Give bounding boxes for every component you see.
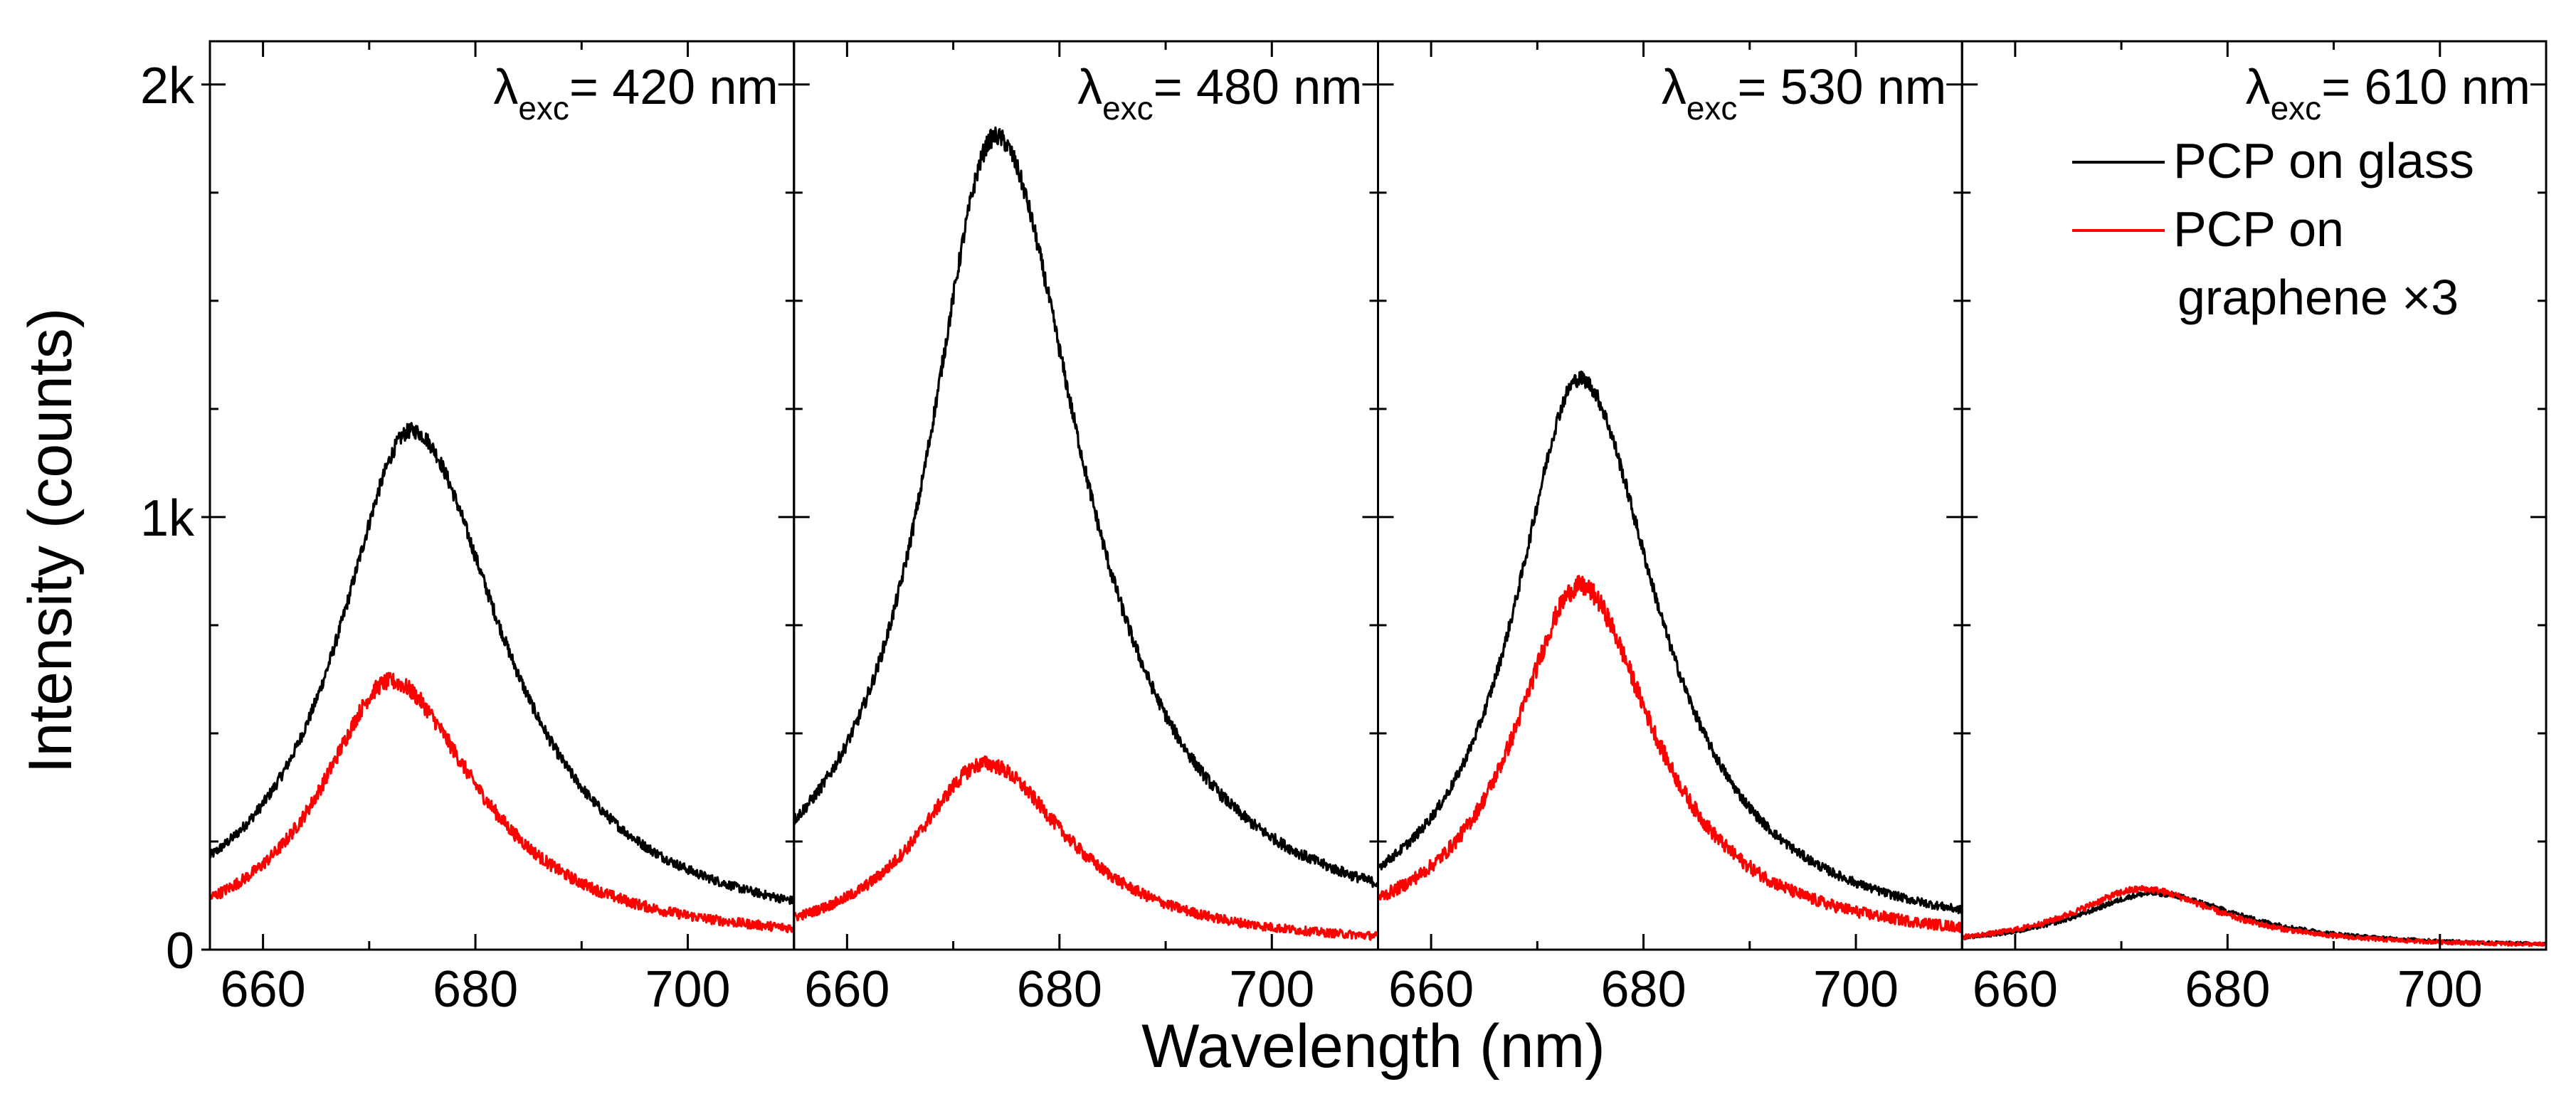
excitation-label: λexc= 530 nm [1662, 59, 1946, 127]
legend-label-graphene: PCP on [2173, 201, 2344, 257]
panel-2-frame [793, 40, 1379, 951]
series-glass-panel-1 [210, 422, 794, 906]
panel-1-curves [210, 422, 794, 934]
series-graphene-panel-2 [793, 755, 1378, 941]
excitation-label: λexc= 420 nm [493, 59, 778, 127]
panel-3: 660 680 700 λexc= 530 nm [1377, 40, 1963, 1018]
x-tick-label: 660 [221, 961, 306, 1018]
series-graphene-panel-1 [210, 672, 794, 934]
series-graphene-panel-4 [1962, 885, 2546, 948]
excitation-label: λexc= 480 nm [1077, 59, 1362, 127]
panel-3-curves [1378, 371, 1963, 933]
legend: PCP on glass PCP on graphene ×3 [2072, 133, 2474, 325]
excitation-label: λexc= 610 nm [2246, 59, 2530, 127]
x-tick-label: 680 [1600, 961, 1686, 1018]
panel-3-frame [1377, 40, 1963, 951]
y-tick-label: 0 [166, 923, 194, 980]
legend-label-glass: PCP on glass [2173, 133, 2474, 189]
y-axis-label: Intensity (counts) [16, 308, 85, 774]
x-tick-label: 660 [804, 961, 890, 1018]
x-tick-label: 700 [1229, 961, 1314, 1018]
x-tick-label: 700 [2397, 961, 2483, 1018]
panel-4-frame [1960, 40, 2548, 951]
x-tick-label: 700 [1813, 961, 1899, 1018]
x-axis-label: Wavelength (nm) [1141, 1012, 1605, 1081]
panel-4-curves [1962, 885, 2546, 948]
panel-1: 660 680 700 λexc= 420 nm [201, 40, 796, 1018]
x-tick-label: 660 [1388, 961, 1474, 1018]
y-tick-label: 2k [140, 58, 195, 115]
panel-2-curves [793, 126, 1378, 941]
x-tick-label: 700 [645, 961, 730, 1018]
panel-2: 660 680 700 λexc= 480 nm [793, 40, 1379, 1018]
panel-4: 660 680 700 λexc= 610 nm [1960, 40, 2548, 1018]
x-tick-label: 680 [2185, 961, 2270, 1018]
x-tick-label: 660 [1973, 961, 2058, 1018]
x-tick-label: 680 [1017, 961, 1102, 1018]
legend-label-graphene: graphene ×3 [2178, 270, 2459, 325]
series-graphene-panel-3 [1378, 575, 1963, 933]
y-tick-label: 1k [140, 490, 195, 547]
panels: 660 680 700 λexc= 420 nm 660 680 700 λexc= 480 … [140, 40, 2548, 1018]
series-glass-panel-3 [1378, 371, 1963, 915]
x-tick-label: 680 [433, 961, 518, 1018]
series-glass-panel-2 [793, 126, 1378, 888]
panel-1-frame [208, 40, 796, 951]
